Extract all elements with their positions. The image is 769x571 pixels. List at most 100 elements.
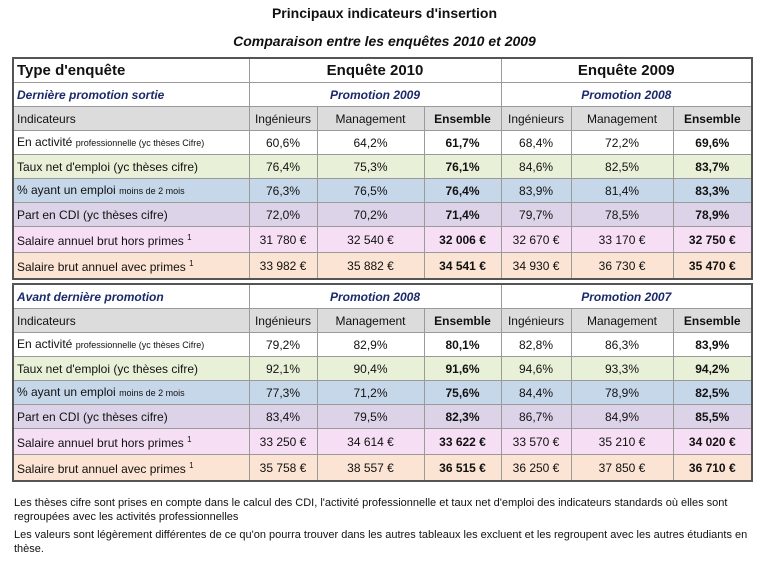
row-en-activite: En activité professionnelle (yc thèses C… (12, 332, 753, 357)
cell-ingenieurs: 76,4% (248, 154, 318, 179)
cell-management: 32 540 € (316, 226, 425, 253)
cell-management: 38 557 € (316, 454, 425, 482)
cell-ensemble: 85,5% (672, 404, 753, 429)
cell-ensemble: 82,3% (423, 404, 502, 429)
cell-management: 75,3% (316, 154, 425, 179)
promotion-header-row: Dernière promotion sortie Promotion 2009… (12, 82, 753, 107)
col-indicateurs: Indicateurs (12, 106, 250, 131)
footnote-marker: 1 (189, 461, 194, 470)
cell-management: 72,2% (570, 130, 674, 155)
cell-ensemble: 34 020 € (672, 428, 753, 455)
col-ensemble: Ensemble (672, 106, 753, 131)
column-header-row: Indicateurs Ingénieurs Management Ensemb… (12, 106, 753, 131)
indicator-label-text: Salaire brut annuel avec primes (17, 462, 190, 476)
cell-ingenieurs: 35 758 € (248, 454, 318, 482)
cell-ingenieurs: 76,3% (248, 178, 318, 203)
row-emploi-moins-2-mois: % ayant un emploi moins de 2 mois 77,3% 71… (12, 380, 753, 405)
cell-management: 37 850 € (570, 454, 674, 482)
indicator-label-text: Part en CDI (yc thèses cifre) (17, 409, 168, 424)
indicator-label-text: En activité (17, 135, 76, 149)
cell-ensemble: 61,7% (423, 130, 502, 155)
cell-ensemble: 75,6% (423, 380, 502, 405)
indicator-label: Taux net d'emploi (yc thèses cifre) (12, 154, 250, 179)
cell-ensemble: 80,1% (423, 332, 502, 357)
cell-ensemble: 34 541 € (423, 252, 502, 280)
cell-ensemble: 83,3% (672, 178, 753, 203)
row-salaire-hors-primes: Salaire annuel brut hors primes 1 31 780 … (12, 226, 753, 253)
col-management: Management (316, 308, 425, 333)
indicator-label: Part en CDI (yc thèses cifre) (12, 404, 250, 429)
row-en-activite: En activité professionnelle (yc thèses C… (12, 130, 753, 155)
col-ingenieurs: Ingénieurs (248, 308, 318, 333)
footnote-marker: 1 (187, 233, 192, 242)
col-ingenieurs: Ingénieurs (500, 106, 572, 131)
cell-ingenieurs: 32 670 € (500, 226, 572, 253)
indicator-label-text: Taux net d'emploi (yc thèses cifre) (17, 361, 199, 376)
cell-ingenieurs: 33 982 € (248, 252, 318, 280)
cell-ingenieurs: 68,4% (500, 130, 572, 155)
cell-management: 79,5% (316, 404, 425, 429)
indicator-label-detail: moins de 2 mois (119, 186, 185, 196)
cell-ingenieurs: 79,7% (500, 202, 572, 227)
indicator-label: En activité professionnelle (yc thèses C… (12, 332, 250, 357)
cell-ingenieurs: 92,1% (248, 356, 318, 381)
indicator-label-detail: moins de 2 mois (119, 388, 185, 398)
indicator-label: % ayant un emploi moins de 2 mois (12, 380, 250, 405)
column-header-row: Indicateurs Ingénieurs Management Ensemb… (12, 308, 753, 333)
cell-ingenieurs: 84,6% (500, 154, 572, 179)
col-ensemble: Ensemble (423, 106, 502, 131)
footnote-cifre: Les thèses cifre sont prises en compte d… (14, 497, 728, 523)
cell-ingenieurs: 77,3% (248, 380, 318, 405)
col-management: Management (316, 106, 425, 131)
promotion-a-header: Promotion 2008 (248, 283, 502, 309)
cell-management: 33 170 € (570, 226, 674, 253)
cell-management: 82,9% (316, 332, 425, 357)
promotion-a-header: Promotion 2009 (248, 82, 502, 107)
cell-management: 35 882 € (316, 252, 425, 280)
col-indicateurs: Indicateurs (12, 308, 250, 333)
survey-2009-header: Enquête 2009 (500, 57, 753, 83)
cell-ingenieurs: 83,9% (500, 178, 572, 203)
type-enquete-label: Type d'enquête (12, 57, 250, 83)
survey-header-row: Type d'enquête Enquête 2010 Enquête 2009 (12, 57, 753, 83)
indicator-label: Salaire brut annuel avec primes 1 (12, 454, 250, 482)
indicator-label-detail: professionnelle (yc thèses Cifre) (75, 138, 205, 148)
cell-ingenieurs: 33 570 € (500, 428, 572, 455)
promotion-b-header: Promotion 2008 (500, 82, 753, 107)
indicator-label-text: Salaire annuel brut hors primes (17, 234, 188, 248)
cell-management: 64,2% (316, 130, 425, 155)
cell-ingenieurs: 94,6% (500, 356, 572, 381)
cell-ingenieurs: 31 780 € (248, 226, 318, 253)
indicator-label: Taux net d'emploi (yc thèses cifre) (12, 356, 250, 381)
table-body: En activité professionnelle (yc thèses C… (12, 332, 753, 482)
indicator-label-detail: professionnelle (yc thèses Cifre) (75, 340, 205, 350)
indicator-label-text: En activité (17, 337, 76, 351)
promotion-b-header: Promotion 2007 (500, 283, 753, 309)
cell-management: 82,5% (570, 154, 674, 179)
promotion-header-row: Avant dernière promotion Promotion 2008 … (12, 283, 753, 309)
indicator-label: Part en CDI (yc thèses cifre) (12, 202, 250, 227)
footnote-values: Les valeurs sont légèrement différentes … (14, 529, 748, 555)
cell-ensemble: 35 470 € (672, 252, 753, 280)
indicator-label-text: Salaire brut annuel avec primes (17, 260, 190, 274)
cell-management: 84,9% (570, 404, 674, 429)
page-title: Principaux indicateurs d'insertion (271, 5, 498, 21)
cell-ingenieurs: 86,7% (500, 404, 572, 429)
row-part-cdi: Part en CDI (yc thèses cifre) 83,4% 79,5% 8… (12, 404, 753, 429)
row-emploi-moins-2-mois: % ayant un emploi moins de 2 mois 76,3% 76… (12, 178, 753, 203)
cell-management: 78,9% (570, 380, 674, 405)
cell-management: 86,3% (570, 332, 674, 357)
cell-ingenieurs: 33 250 € (248, 428, 318, 455)
cell-management: 81,4% (570, 178, 674, 203)
cell-ingenieurs: 60,6% (248, 130, 318, 155)
col-ingenieurs: Ingénieurs (248, 106, 318, 131)
row-taux-net-emploi: Taux net d'emploi (yc thèses cifre) 76,4%… (12, 154, 753, 179)
row-salaire-hors-primes: Salaire annuel brut hors primes 1 33 250 … (12, 428, 753, 455)
cell-ensemble: 91,6% (423, 356, 502, 381)
indicator-label-text: Salaire annuel brut hors primes (17, 436, 188, 450)
indicator-label-text: Part en CDI (yc thèses cifre) (17, 207, 168, 222)
cell-ensemble: 32 750 € (672, 226, 753, 253)
cell-ensemble: 82,5% (672, 380, 753, 405)
indicators-table-latest: Type d'enquête Enquête 2010 Enquête 2009… (12, 57, 754, 280)
cell-ingenieurs: 83,4% (248, 404, 318, 429)
